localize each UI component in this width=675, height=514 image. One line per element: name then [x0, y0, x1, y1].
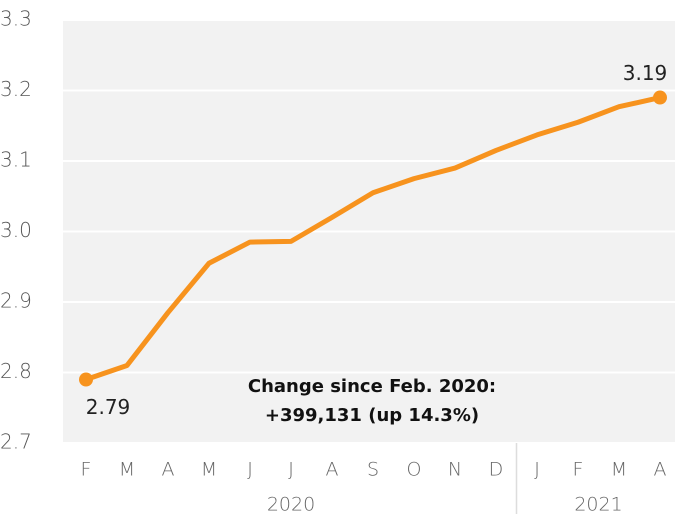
y-tick-label: 3.3 [0, 7, 32, 31]
x-tick-label: A [326, 459, 339, 481]
y-tick-label: 3.1 [0, 148, 32, 172]
x-tick-label: A [162, 459, 175, 481]
y-tick-label: 2.7 [0, 430, 32, 454]
x-tick-label: M [201, 459, 217, 481]
annotation: +399,131 (up 14.3%) [265, 405, 479, 426]
y-tick-label: 2.9 [0, 289, 32, 313]
point [653, 90, 667, 105]
x-tick-label: J [534, 459, 540, 481]
x-tick-label: M [611, 459, 627, 481]
x-group-label: 2020 [267, 494, 315, 514]
x-tick-label: M [119, 459, 135, 481]
x-tick-label: J [288, 459, 294, 481]
value-label: 2.79 [86, 395, 131, 419]
x-tick-label: A [654, 459, 667, 481]
x-group-label: 2021 [574, 494, 622, 514]
y-tick-label: 2.8 [0, 359, 32, 383]
y-tick-label: 3.2 [0, 77, 32, 101]
x-tick-label: N [448, 459, 462, 481]
y-tick-label: 3.0 [0, 218, 32, 242]
point [79, 372, 93, 387]
x-tick-label: S [367, 459, 379, 481]
x-tick-label: F [573, 459, 584, 481]
value-label: 3.19 [623, 61, 668, 85]
x-tick-label: D [489, 459, 504, 481]
line [83, 95, 663, 383]
annotation: Change since Feb. 2020: [248, 376, 496, 397]
x-tick-label: O [407, 459, 422, 481]
x-tick-label: F [81, 459, 92, 481]
x-tick-label: J [247, 459, 253, 481]
